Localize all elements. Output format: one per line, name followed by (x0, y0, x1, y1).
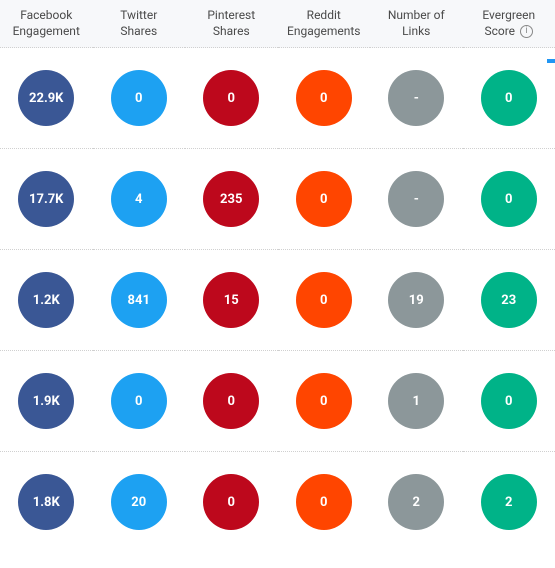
metric-circle: 15 (203, 272, 259, 328)
metric-circle: 17.7K (18, 171, 74, 227)
column-header-label: Shares (213, 24, 250, 38)
column-header-label: Engagement (13, 24, 80, 38)
table-cell: 0 (185, 351, 278, 452)
table-cell: 0 (463, 48, 555, 149)
table-cell: 22.9K (0, 48, 93, 149)
table-cell: 0 (278, 48, 371, 149)
metric-circle: 0 (481, 373, 537, 429)
metric-circle: 0 (481, 70, 537, 126)
column-header-label: Facebook (20, 8, 72, 22)
column-header-label: Twitter (120, 8, 157, 22)
column-header-label: Shares (120, 24, 157, 38)
table-row: 17.7K 4 235 0-0 (0, 149, 555, 250)
metric-circle: 0 (203, 373, 259, 429)
metric-circle: 20 (111, 474, 167, 530)
table-cell: 0 (278, 351, 371, 452)
table-cell: 0 (463, 149, 555, 250)
metric-circle: 19 (388, 272, 444, 328)
table-row: 1.9K00010 (0, 351, 555, 452)
table-cell: 0 (278, 250, 371, 351)
table-cell: 1 (370, 351, 463, 452)
table-cell: 1.8K (0, 452, 93, 553)
table-cell: - (370, 149, 463, 250)
metric-circle: 841 (111, 272, 167, 328)
metric-circle: 0 (481, 171, 537, 227)
column-header-facebook[interactable]: Facebook Engagement (0, 0, 93, 48)
metric-circle: 235 (203, 171, 259, 227)
table-cell: 23 (463, 250, 555, 351)
column-header-label: Links (402, 24, 430, 38)
column-header-pinterest[interactable]: Pinterest Shares (185, 0, 278, 48)
scroll-indicator (547, 59, 555, 63)
column-header-links[interactable]: Number of Links (370, 0, 463, 48)
table-cell: 15 (185, 250, 278, 351)
table-cell: 20 (93, 452, 186, 553)
column-header-evergreen[interactable]: Evergreen Score i (463, 0, 555, 48)
metric-circle: 4 (111, 171, 167, 227)
metric-circle: 1.8K (18, 474, 74, 530)
metric-circle: - (388, 70, 444, 126)
metric-circle: 2 (388, 474, 444, 530)
table-cell: - (370, 48, 463, 149)
table-cell: 235 (185, 149, 278, 250)
metric-circle: - (388, 171, 444, 227)
table-row: 22.9K000-0 (0, 48, 555, 149)
metric-circle: 0 (296, 474, 352, 530)
info-icon[interactable]: i (520, 25, 533, 38)
metric-circle: 0 (203, 474, 259, 530)
table-cell: 2 (370, 452, 463, 553)
table-cell: 0 (93, 351, 186, 452)
table-cell: 0 (278, 149, 371, 250)
table-row: 1.8K200022 (0, 452, 555, 553)
table-body: 22.9K000-017.7K42350-01.2K84115019231.9K… (0, 48, 555, 553)
metric-circle: 1 (388, 373, 444, 429)
engagement-table: Facebook Engagement Twitter Shares Pinte… (0, 0, 555, 552)
table-cell: 17.7K (0, 149, 93, 250)
table-cell: 0 (93, 48, 186, 149)
table-cell: 1.2K (0, 250, 93, 351)
table-cell: 19 (370, 250, 463, 351)
column-header-label: Reddit (307, 8, 341, 22)
table-cell: 0 (463, 351, 555, 452)
metric-circle: 1.2K (18, 272, 74, 328)
metric-circle: 0 (203, 70, 259, 126)
column-header-label: Number of (388, 8, 445, 22)
column-header-label: Engagements (287, 24, 360, 38)
metric-circle: 0 (296, 171, 352, 227)
column-header-twitter[interactable]: Twitter Shares (93, 0, 186, 48)
column-header-label: Pinterest (207, 8, 255, 22)
metric-circle: 0 (296, 70, 352, 126)
metric-circle: 2 (481, 474, 537, 530)
table-cell: 0 (185, 48, 278, 149)
column-header-label: Evergreen (482, 8, 535, 22)
table-cell: 841 (93, 250, 186, 351)
table-row: 1.2K 841 15 0 19 23 (0, 250, 555, 351)
table-cell: 4 (93, 149, 186, 250)
metric-circle: 22.9K (18, 70, 74, 126)
metric-circle: 0 (296, 272, 352, 328)
metric-circle: 1.9K (18, 373, 74, 429)
metric-circle: 0 (111, 70, 167, 126)
metric-circle: 0 (111, 373, 167, 429)
table-cell: 0 (185, 452, 278, 553)
column-header-label: Score (484, 24, 515, 38)
metric-circle: 0 (296, 373, 352, 429)
column-header-reddit[interactable]: Reddit Engagements (278, 0, 371, 48)
table-cell: 1.9K (0, 351, 93, 452)
table-cell: 2 (463, 452, 555, 553)
metric-circle: 23 (481, 272, 537, 328)
table-cell: 0 (278, 452, 371, 553)
table-header-row: Facebook Engagement Twitter Shares Pinte… (0, 0, 555, 48)
